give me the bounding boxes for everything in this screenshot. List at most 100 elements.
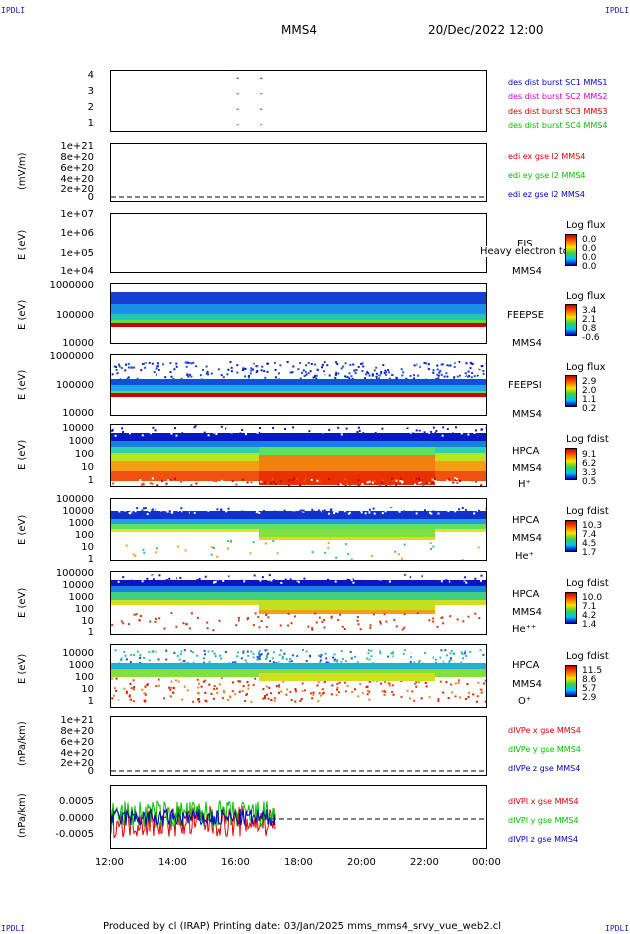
spectrogram-pixel [193, 511, 196, 514]
spectrogram-pixel [410, 656, 412, 659]
spectrogram-pixel [194, 580, 197, 583]
edi-legend-item: edi ez gse l2 MMS4 [508, 190, 585, 199]
divpe-panel [110, 716, 487, 776]
spectrogram-pixel [476, 581, 479, 584]
feepse-ytick: 100000 [55, 310, 94, 321]
spectrogram-pixel [328, 682, 331, 685]
spectrogram-pixel [480, 688, 483, 691]
spectrogram-pixel [255, 511, 258, 514]
spectrogram-pixel [218, 649, 221, 652]
spectrogram-pixel [372, 613, 375, 616]
hpca-he-cb-value: 7.4 [582, 530, 597, 540]
spectrogram-pixel [189, 430, 192, 433]
spectrogram-pixel [360, 511, 363, 514]
spectrogram-pixel [175, 434, 178, 437]
spectrogram-pixel [265, 625, 268, 628]
spectrogram-pixel [260, 369, 263, 372]
spectrogram-pixel [321, 692, 324, 695]
spectrogram-pixel [472, 693, 475, 696]
spectrogram-pixel [210, 428, 213, 431]
spectrogram-pixel [346, 688, 349, 691]
spectrogram-pixel [454, 477, 457, 480]
spectrogram-pixel [379, 620, 381, 623]
spectrogram-pixel [238, 576, 241, 579]
spectrogram-pixel [139, 657, 141, 660]
spectrogram-pixel [439, 434, 441, 437]
spectrogram-pixel [437, 700, 440, 702]
spectrogram-pixel [452, 481, 455, 484]
spectrogram-pixel [159, 367, 162, 370]
spectrogram-pixel [207, 650, 210, 653]
spectrogram-pixel [177, 545, 179, 548]
spectrogram-pixel [242, 367, 245, 370]
spectrogram-pixel [329, 509, 332, 512]
spectrogram-pixel [251, 695, 254, 698]
spectrogram-pixel [338, 681, 341, 684]
spectrogram-pixel [173, 368, 176, 371]
spectrogram-pixel [360, 363, 363, 365]
spectrogram-pixel [423, 649, 426, 652]
spectrogram-pixel [334, 426, 337, 429]
spectrogram-pixel [273, 690, 276, 693]
spectrogram-pixel [129, 512, 132, 515]
spectrogram-pixel [390, 370, 393, 373]
eis-cb-value: 0.0 [582, 262, 597, 272]
spectrogram-pixel [381, 481, 384, 484]
spectrogram-pixel [419, 479, 422, 482]
spectrogram-pixel [434, 658, 437, 661]
spectrogram-pixel [200, 685, 203, 688]
spectrogram-pixel [333, 365, 336, 368]
spectrogram-pixel [409, 374, 412, 377]
spectrogram-pixel [275, 376, 277, 379]
spectrogram-pixel [384, 373, 387, 376]
spectrogram-pixel [125, 429, 128, 431]
spectrogram-pixel [387, 655, 390, 658]
spectrogram-pixel [356, 616, 359, 618]
spectrogram-pixel [342, 365, 345, 368]
spectrogram-pixel [436, 486, 438, 487]
spectrogram-pixel [135, 613, 138, 616]
hpca-h-cb-value: 3.3 [582, 468, 597, 478]
spectrogram-pixel [231, 507, 234, 510]
hpca-h-panel [110, 424, 487, 487]
spectrogram-pixel [361, 511, 364, 514]
spectrogram-pixel [263, 481, 266, 484]
spectrogram-pixel [300, 509, 303, 512]
spectrogram-pixel [204, 679, 207, 682]
spectrogram-pixel [346, 511, 349, 514]
spectrogram-pixel [283, 509, 286, 512]
spectrogram-pixel [335, 373, 338, 376]
spectrogram-pixel [464, 650, 467, 653]
spectrogram-pixel [454, 682, 457, 685]
spectrogram-pixel [334, 510, 337, 513]
spectrogram-pixel [229, 696, 232, 699]
spectrogram-pixel [202, 370, 205, 373]
spectrogram-pixel [227, 368, 230, 371]
spectrogram-pixel [330, 693, 333, 696]
spectrogram-pixel [328, 428, 331, 431]
hpca-hepp-ylabel: E (eV) [17, 587, 28, 618]
spectrogram-pixel [475, 429, 477, 432]
spectrogram-pixel [153, 371, 156, 373]
spectrogram-pixel [414, 478, 416, 481]
spectrogram-pixel [259, 653, 262, 656]
spectrogram-pixel [136, 507, 139, 510]
spectrogram-pixel [432, 510, 435, 513]
spectrogram-pixel [160, 697, 163, 700]
hpca-hepp-ytick: 100000 [55, 568, 94, 579]
spectrogram-pixel [311, 680, 314, 683]
spectrogram-pixel [187, 361, 190, 364]
hpca-h-colorbar-title: Log fdist [566, 434, 609, 445]
spectrogram-pixel [320, 653, 323, 656]
spectrogram-pixel [251, 363, 254, 366]
spectrogram-pixel [174, 427, 176, 430]
spectrogram-pixel [379, 650, 382, 653]
spectrogram-pixel [395, 510, 398, 513]
spectrogram-pixel [165, 482, 168, 485]
spectrogram-pixel [446, 374, 449, 377]
spectrogram-pixel [383, 689, 386, 692]
hpca-hepp-spectrogram [111, 574, 486, 632]
spectrogram-pixel [258, 431, 261, 434]
spectrogram-pixel [268, 686, 271, 689]
spectrogram-pixel [365, 575, 368, 578]
